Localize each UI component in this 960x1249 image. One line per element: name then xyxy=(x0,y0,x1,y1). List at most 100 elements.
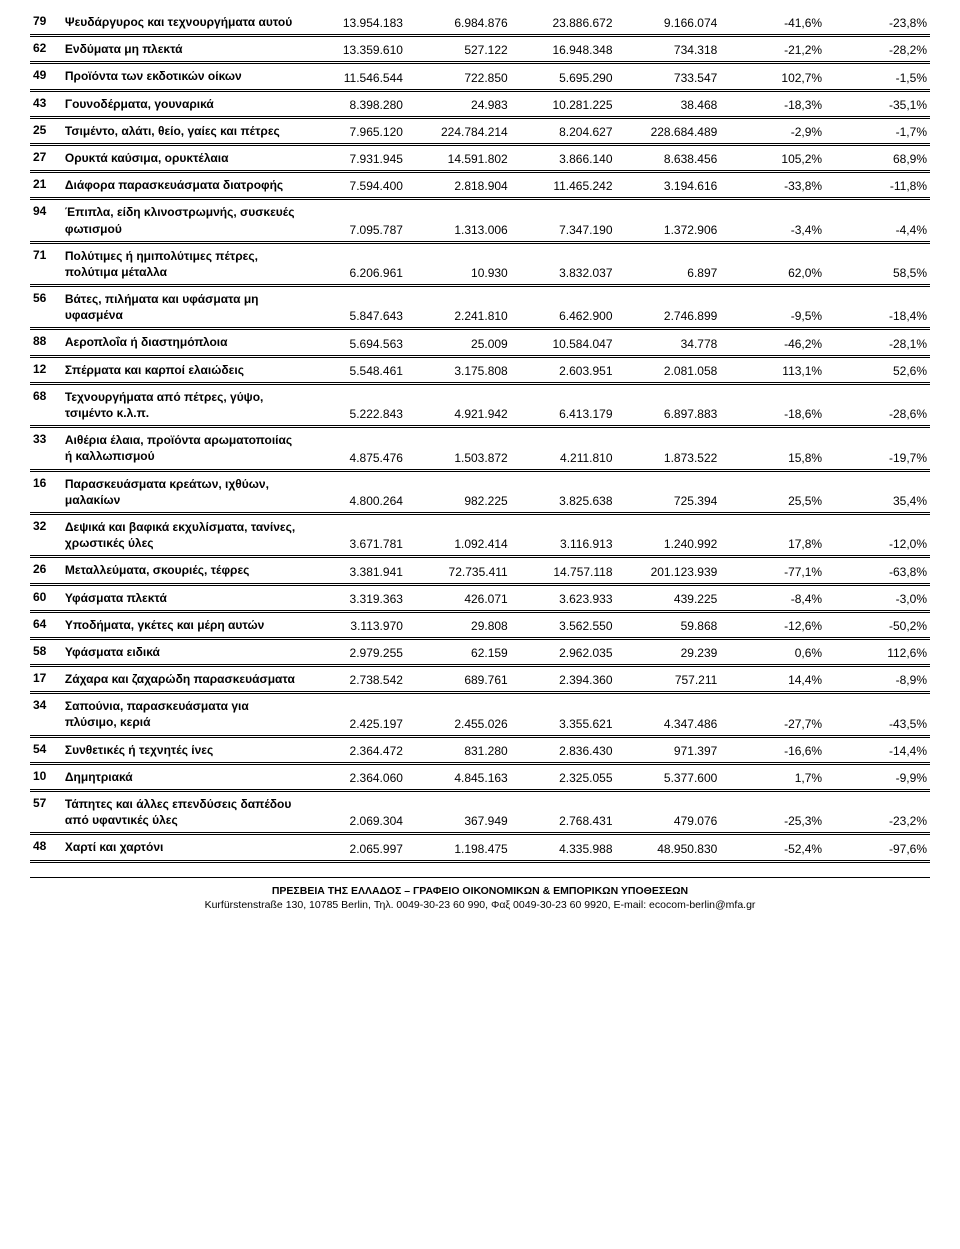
row-value: 527.122 xyxy=(406,36,511,63)
row-description: Μεταλλεύματα, σκουριές, τέφρες xyxy=(62,557,301,584)
row-value: 2.738.542 xyxy=(301,666,406,693)
row-percent: 113,1% xyxy=(720,356,825,383)
row-value: 1.240.992 xyxy=(616,513,721,556)
row-value: 13.954.183 xyxy=(301,10,406,36)
page-footer: ΠΡΕΣΒΕΙΑ ΤΗΣ ΕΛΛΑΔΟΣ – ΓΡΑΦΕΙΟ ΟΙΚΟΝΟΜΙΚ… xyxy=(30,877,930,913)
row-percent: 25,5% xyxy=(720,470,825,513)
row-value: 3.113.970 xyxy=(301,611,406,638)
row-id: 64 xyxy=(30,611,62,638)
row-percent: -52,4% xyxy=(720,834,825,861)
row-percent: -1,7% xyxy=(825,117,930,144)
row-percent: -8,4% xyxy=(720,584,825,611)
row-value: 14.591.802 xyxy=(406,144,511,171)
row-description: Ψευδάργυρος και τεχνουργήματα αυτού xyxy=(62,10,301,36)
table-row: 43Γουνοδέρματα, γουναρικά8.398.28024.983… xyxy=(30,90,930,117)
row-description: Γουνοδέρματα, γουναρικά xyxy=(62,90,301,117)
row-percent: -4,4% xyxy=(825,199,930,242)
table-row: 54Συνθετικές ή τεχνητές ίνες2.364.472831… xyxy=(30,736,930,763)
row-value: 228.684.489 xyxy=(616,117,721,144)
row-value: 8.398.280 xyxy=(301,90,406,117)
row-value: 9.166.074 xyxy=(616,10,721,36)
row-value: 367.949 xyxy=(406,791,511,834)
row-id: 79 xyxy=(30,10,62,36)
row-value: 224.784.214 xyxy=(406,117,511,144)
table-row: 57Τάπητες και άλλες επενδύσεις δαπέδου α… xyxy=(30,791,930,834)
row-description: Έπιπλα, είδη κλινοστρωμνής, συσκευές φωτ… xyxy=(62,199,301,242)
row-description: Αεροπλοΐα ή διαστημόπλοια xyxy=(62,329,301,356)
row-value: 3.832.037 xyxy=(511,242,616,285)
row-value: 971.397 xyxy=(616,736,721,763)
row-description: Τσιμέντο, αλάτι, θείο, γαίες και πέτρες xyxy=(62,117,301,144)
row-id: 27 xyxy=(30,144,62,171)
row-percent: -11,8% xyxy=(825,172,930,199)
row-percent: 0,6% xyxy=(720,638,825,665)
row-description: Τάπητες και άλλες επενδύσεις δαπέδου από… xyxy=(62,791,301,834)
row-id: 17 xyxy=(30,666,62,693)
row-value: 2.065.997 xyxy=(301,834,406,861)
row-id: 68 xyxy=(30,383,62,426)
row-value: 1.313.006 xyxy=(406,199,511,242)
row-value: 1.503.872 xyxy=(406,427,511,470)
row-description: Δημητριακά xyxy=(62,763,301,790)
row-value: 2.746.899 xyxy=(616,286,721,329)
row-percent: -18,3% xyxy=(720,90,825,117)
table-row: 60Υφάσματα πλεκτά3.319.363426.0713.623.9… xyxy=(30,584,930,611)
row-id: 57 xyxy=(30,791,62,834)
row-percent: -8,9% xyxy=(825,666,930,693)
row-percent: 105,2% xyxy=(720,144,825,171)
table-row: 34Σαπούνια, παρασκευάσματα για πλύσιμο, … xyxy=(30,693,930,736)
row-percent: 14,4% xyxy=(720,666,825,693)
row-percent: 112,6% xyxy=(825,638,930,665)
row-value: 2.818.904 xyxy=(406,172,511,199)
row-value: 6.897 xyxy=(616,242,721,285)
row-value: 11.465.242 xyxy=(511,172,616,199)
row-percent: -35,1% xyxy=(825,90,930,117)
row-value: 2.962.035 xyxy=(511,638,616,665)
row-percent: -9,9% xyxy=(825,763,930,790)
row-description: Τεχνουργήματα από πέτρες, γύψο, τσιμέντο… xyxy=(62,383,301,426)
row-value: 1.198.475 xyxy=(406,834,511,861)
row-percent: -18,6% xyxy=(720,383,825,426)
row-value: 5.847.643 xyxy=(301,286,406,329)
row-value: 48.950.830 xyxy=(616,834,721,861)
table-row: 71Πολύτιμες ή ημιπολύτιμες πέτρες, πολύτ… xyxy=(30,242,930,285)
row-value: 1.372.906 xyxy=(616,199,721,242)
row-id: 12 xyxy=(30,356,62,383)
row-percent: -28,6% xyxy=(825,383,930,426)
row-percent: -41,6% xyxy=(720,10,825,36)
row-percent: 52,6% xyxy=(825,356,930,383)
row-value: 8.204.627 xyxy=(511,117,616,144)
row-percent: -50,2% xyxy=(825,611,930,638)
row-value: 757.211 xyxy=(616,666,721,693)
row-percent: 15,8% xyxy=(720,427,825,470)
row-description: Ενδύματα μη πλεκτά xyxy=(62,36,301,63)
row-id: 94 xyxy=(30,199,62,242)
row-value: 5.377.600 xyxy=(616,763,721,790)
row-percent: -19,7% xyxy=(825,427,930,470)
table-row: 33Αιθέρια έλαια, προϊόντα αρωματοποιίας … xyxy=(30,427,930,470)
row-value: 2.081.058 xyxy=(616,356,721,383)
row-value: 3.825.638 xyxy=(511,470,616,513)
row-description: Πολύτιμες ή ημιπολύτιμες πέτρες, πολύτιμ… xyxy=(62,242,301,285)
row-value: 2.979.255 xyxy=(301,638,406,665)
table-row: 62Ενδύματα μη πλεκτά13.359.610527.12216.… xyxy=(30,36,930,63)
row-value: 479.076 xyxy=(616,791,721,834)
row-description: Ορυκτά καύσιμα, ορυκτέλαια xyxy=(62,144,301,171)
row-value: 25.009 xyxy=(406,329,511,356)
row-value: 725.394 xyxy=(616,470,721,513)
row-id: 71 xyxy=(30,242,62,285)
row-value: 2.325.055 xyxy=(511,763,616,790)
row-value: 3.866.140 xyxy=(511,144,616,171)
table-row: 10Δημητριακά2.364.0604.845.1632.325.0555… xyxy=(30,763,930,790)
row-percent: -27,7% xyxy=(720,693,825,736)
row-id: 21 xyxy=(30,172,62,199)
row-value: 4.921.942 xyxy=(406,383,511,426)
row-percent: -63,8% xyxy=(825,557,930,584)
row-percent: -18,4% xyxy=(825,286,930,329)
footer-address: Kurfürstenstraße 130, 10785 Berlin, Τηλ.… xyxy=(30,898,930,913)
table-row: 56Βάτες, πιλήματα και υφάσματα μη υφασμέ… xyxy=(30,286,930,329)
row-value: 734.318 xyxy=(616,36,721,63)
row-value: 4.800.264 xyxy=(301,470,406,513)
row-id: 56 xyxy=(30,286,62,329)
row-value: 38.468 xyxy=(616,90,721,117)
